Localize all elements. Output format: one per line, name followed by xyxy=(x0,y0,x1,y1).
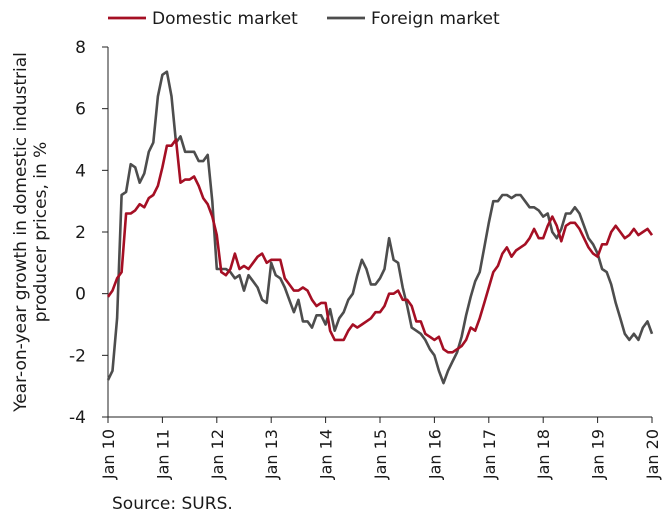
series-layer xyxy=(106,70,654,385)
x-tick-label: Jan 16 xyxy=(425,429,444,480)
legend-label-domestic-market: Domestic market xyxy=(152,9,298,29)
x-tick-label: Jan 20 xyxy=(643,429,662,480)
y-tick-label: 8 xyxy=(75,38,86,58)
x-tick-label: Jan 19 xyxy=(589,429,608,480)
series-line-domestic-market xyxy=(106,138,654,354)
x-tick-label: Jan 10 xyxy=(99,429,118,480)
x-axis: Jan 10 Jan 11 Jan 12 Jan 13 Jan 14 Jan 15 Jan … xyxy=(99,416,662,480)
x-tick-label: Jan 13 xyxy=(262,429,281,480)
y-axis-title-line: Year-on-year growth in domestic industri… xyxy=(11,52,31,413)
y-tick-label: 4 xyxy=(75,161,86,181)
y-axis: -4 -2 0 2 4 6 8 xyxy=(69,38,109,428)
x-tick-label: Jan 14 xyxy=(317,429,336,480)
legend-label-foreign-market: Foreign market xyxy=(371,9,500,29)
y-tick-label: -4 xyxy=(69,408,86,428)
legend: Domestic market Foreign market xyxy=(108,9,500,29)
x-tick-label: Jan 18 xyxy=(534,429,553,480)
series-line-foreign-market xyxy=(106,70,654,385)
y-tick-label: 0 xyxy=(75,285,86,305)
y-tick-label: 6 xyxy=(75,100,86,120)
y-axis-title-line: producer prices, in % xyxy=(31,142,51,323)
x-tick-label: Jan 12 xyxy=(208,429,227,480)
x-tick-label: Jan 17 xyxy=(480,429,499,480)
x-tick-label: Jan 11 xyxy=(153,429,172,480)
y-axis-title: Year-on-year growth in domestic industri… xyxy=(11,52,51,413)
y-tick-label: 2 xyxy=(75,223,86,243)
source-note: Source: SURS. xyxy=(112,494,233,514)
y-tick-label: -2 xyxy=(69,346,86,366)
x-tick-label: Jan 15 xyxy=(371,429,390,480)
